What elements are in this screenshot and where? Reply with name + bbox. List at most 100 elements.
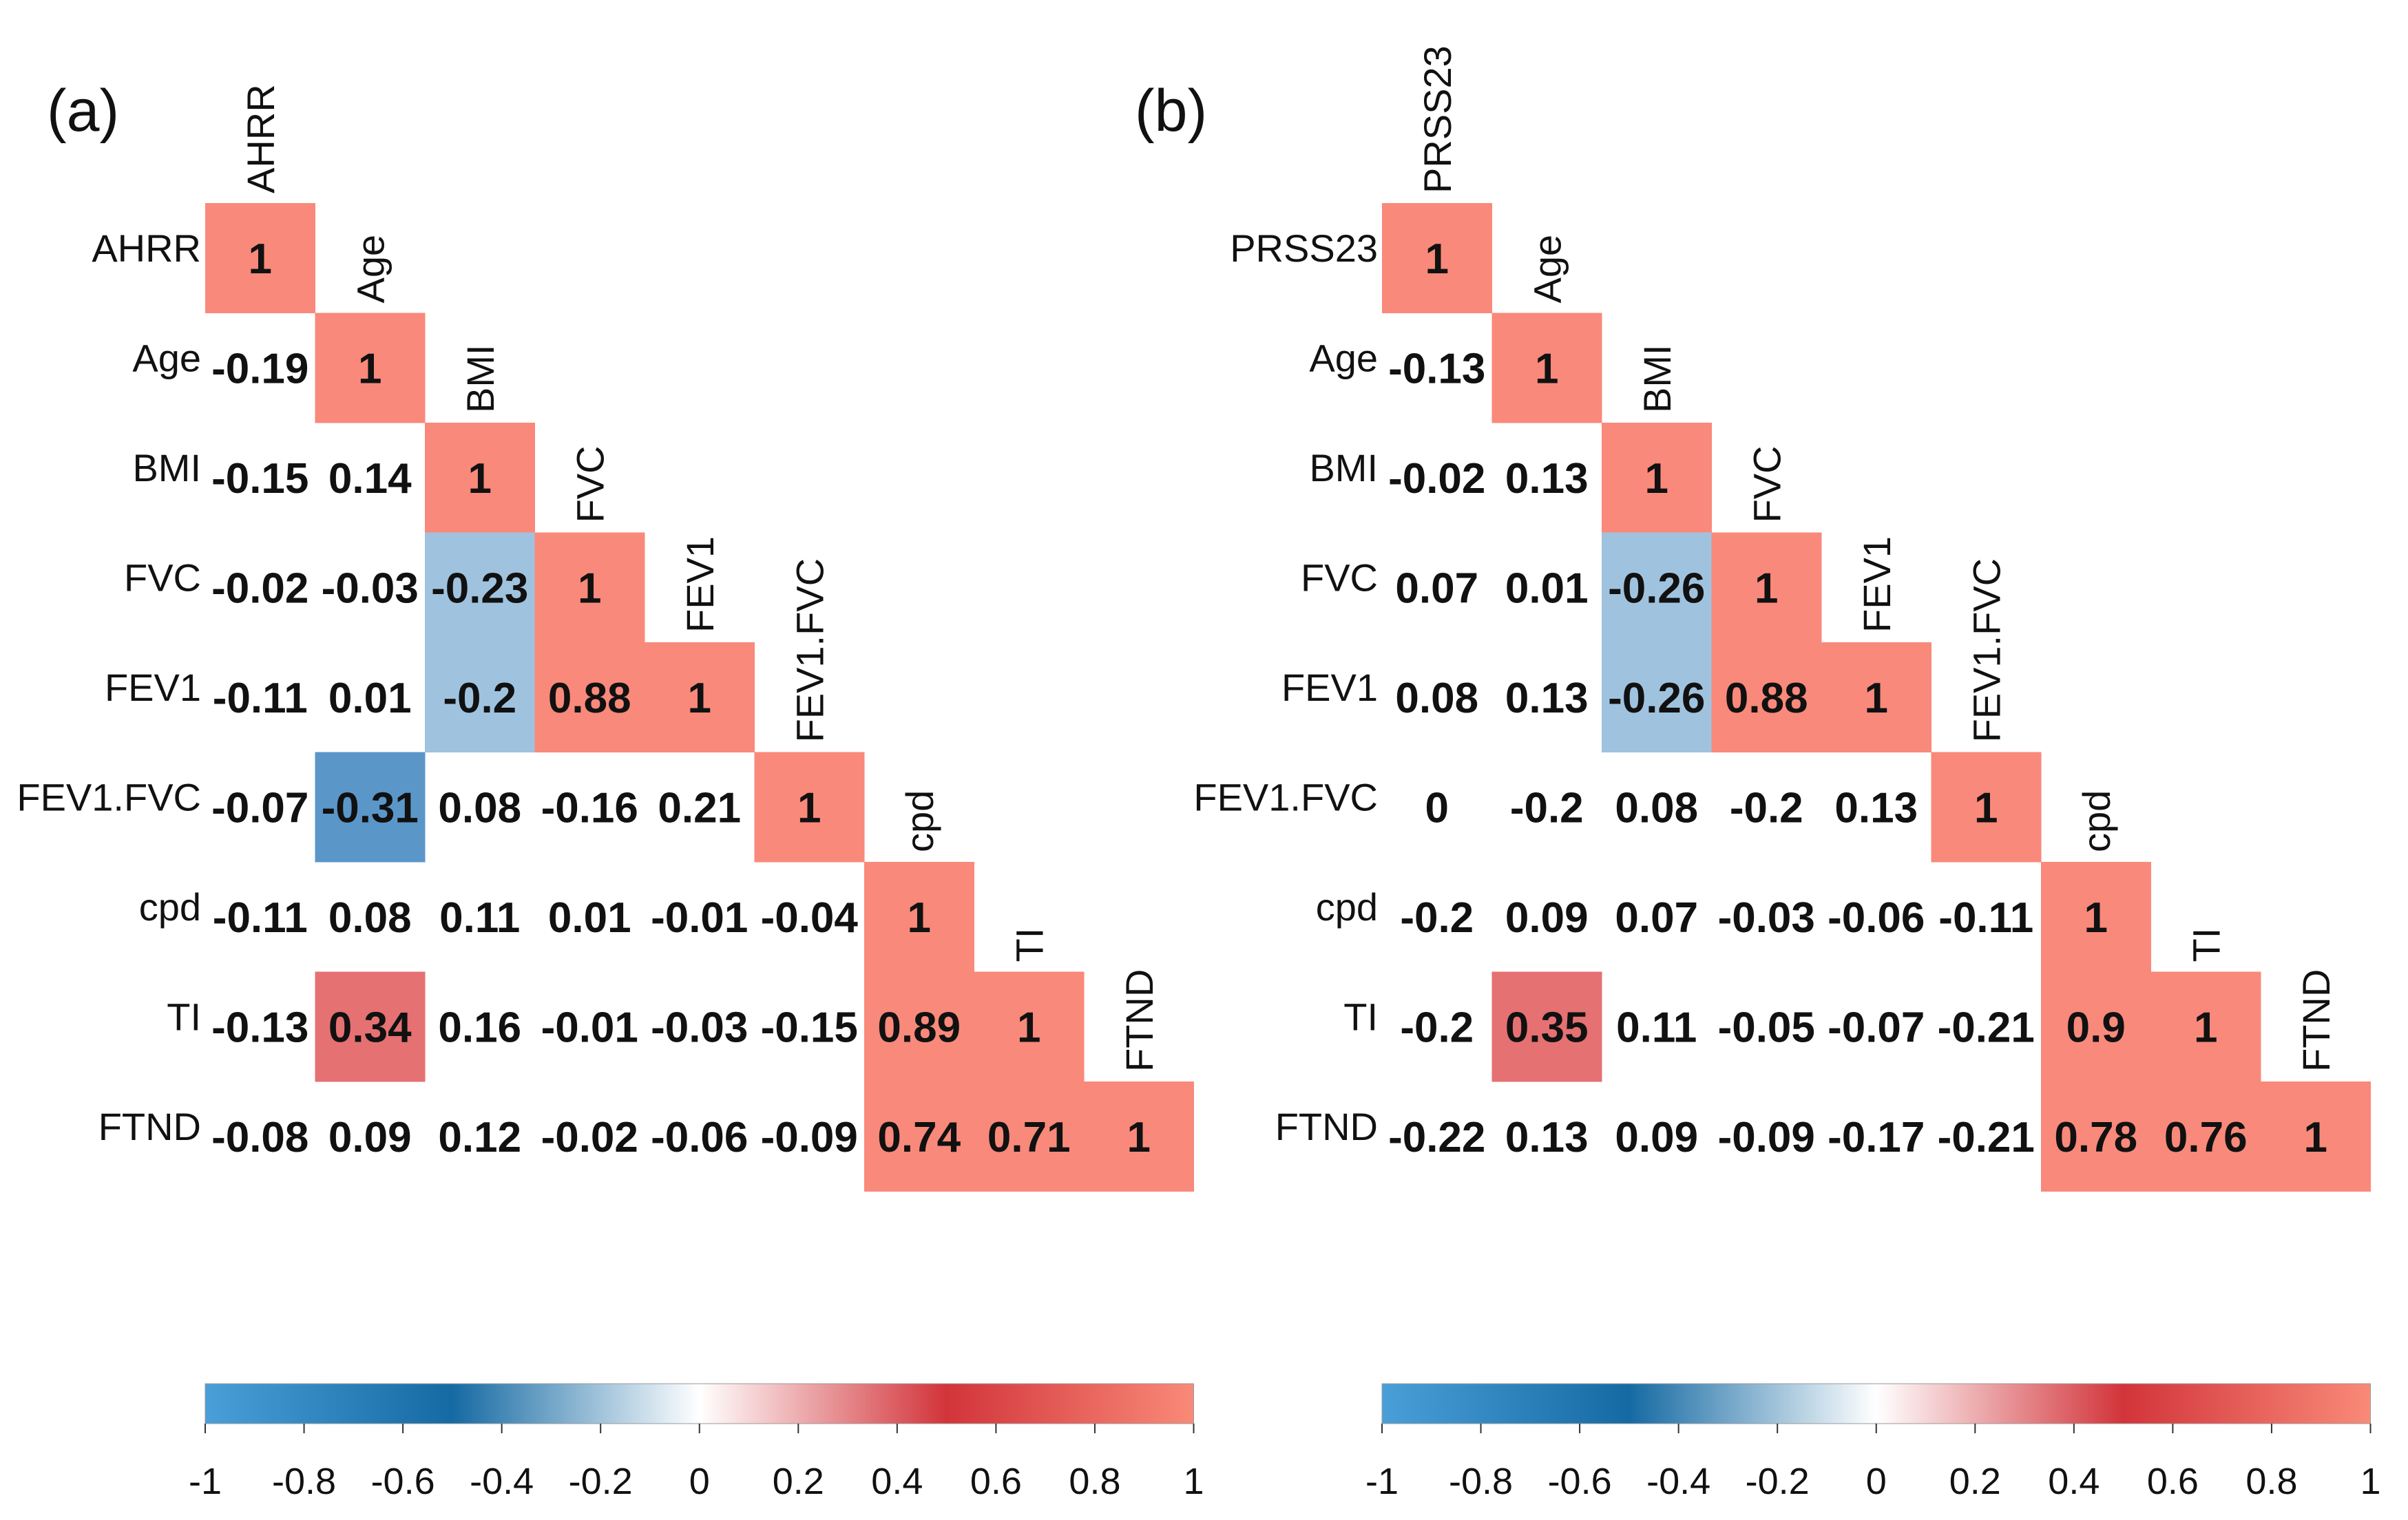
value-FTND-FVC: -0.09 (1718, 1114, 1815, 1161)
row-label-FVC: FVC (124, 556, 201, 599)
colorbar-tick-label: -0.4 (1646, 1461, 1710, 1502)
value-cpd-FEV1.FVC: -0.11 (1938, 894, 2033, 942)
col-label-FEV1.FVC: FEV1.FVC (1965, 558, 2008, 743)
value-FEV1.FVC-AHRR: -0.07 (211, 784, 308, 832)
value-FVC-FVC: 1 (578, 564, 601, 612)
value-FEV1.FVC-BMI: 0.08 (438, 784, 521, 832)
row-label-FTND: FTND (98, 1105, 201, 1148)
value-Age-Age: 1 (358, 345, 381, 392)
value-cpd-AHRR: -0.11 (213, 894, 308, 942)
value-BMI-BMI: 1 (1645, 455, 1668, 503)
value-TI-FEV1.FVC: -0.21 (1938, 1004, 2035, 1051)
panel-label: (b) (1135, 78, 1207, 144)
value-FTND-Age: 0.09 (328, 1114, 412, 1161)
cell-AHRR-AHRR (205, 203, 315, 313)
cell-FEV1-FEV1 (645, 642, 755, 752)
row-label-FEV1: FEV1 (105, 666, 201, 709)
value-BMI-Age: 0.13 (1505, 455, 1589, 503)
value-cpd-FVC: 0.01 (548, 894, 631, 942)
cell-FEV1-BMI (1602, 642, 1712, 752)
cell-FVC-FVC (534, 532, 645, 643)
row-label-Age: Age (1309, 336, 1378, 379)
colorbar (205, 1383, 1194, 1424)
value-FTND-FTND: 1 (2304, 1114, 2327, 1161)
colorbar-tick-label: -0.8 (272, 1461, 336, 1502)
value-FTND-BMI: 0.12 (438, 1114, 521, 1161)
row-label-FTND: FTND (1275, 1105, 1378, 1148)
colorbar-tick-label: -1 (1365, 1461, 1399, 1502)
value-FVC-BMI: -0.26 (1608, 564, 1705, 612)
value-TI-FEV1: -0.07 (1828, 1004, 1925, 1051)
value-TI-FEV1.FVC: -0.15 (761, 1004, 858, 1051)
value-FTND-PRSS23: -0.22 (1388, 1114, 1485, 1161)
value-FTND-AHRR: -0.08 (211, 1114, 308, 1161)
colorbar-tick-label: -0.6 (371, 1461, 435, 1502)
value-FVC-Age: -0.03 (322, 564, 419, 612)
cell-cpd-cpd (2041, 862, 2151, 972)
colorbar-tick-label: 0.4 (871, 1461, 923, 1502)
value-FEV1.FVC-FVC: -0.16 (541, 784, 638, 832)
value-TI-BMI: 0.11 (1616, 1004, 1697, 1051)
value-FTND-TI: 0.76 (2164, 1114, 2248, 1161)
cell-FEV1-FEV1 (1821, 642, 1931, 752)
value-FEV1-FEV1: 1 (1865, 675, 1888, 722)
value-PRSS23-PRSS23: 1 (1425, 235, 1449, 283)
row-label-FEV1: FEV1 (1281, 666, 1378, 709)
value-cpd-BMI: 0.11 (439, 894, 520, 942)
cell-FTND-TI (974, 1081, 1085, 1192)
value-FEV1.FVC-PRSS23: 0 (1425, 784, 1449, 832)
col-label-BMI: BMI (459, 344, 502, 413)
cell-FTND-FTND (1084, 1081, 1194, 1192)
value-FVC-FVC: 1 (1755, 564, 1778, 612)
cell-PRSS23-PRSS23 (1382, 203, 1492, 313)
colorbar (1381, 1383, 2371, 1424)
value-FTND-FTND: 1 (1127, 1114, 1151, 1161)
row-label-cpd: cpd (139, 885, 201, 929)
value-FVC-BMI: -0.23 (431, 564, 528, 612)
col-label-FEV1: FEV1 (1855, 536, 1898, 633)
value-FTND-FEV1: -0.17 (1828, 1114, 1925, 1161)
colorbar-tick-label: 1 (2360, 1461, 2380, 1502)
value-FEV1.FVC-FEV1.FVC: 1 (797, 784, 821, 832)
value-TI-FEV1: -0.03 (651, 1004, 748, 1051)
value-TI-Age: 0.35 (1505, 1004, 1589, 1051)
col-label-cpd: cpd (898, 790, 941, 852)
value-BMI-Age: 0.14 (328, 455, 412, 503)
col-label-AHRR: AHRR (239, 84, 282, 193)
cell-FEV1.FVC-FEV1.FVC (1931, 752, 2042, 863)
value-FTND-FVC: -0.02 (541, 1114, 638, 1161)
value-TI-AHRR: -0.13 (211, 1004, 308, 1051)
value-cpd-FVC: -0.03 (1718, 894, 1815, 942)
value-BMI-AHRR: -0.15 (211, 455, 308, 503)
col-label-FEV1.FVC: FEV1.FVC (788, 558, 831, 743)
panel-label: (a) (47, 78, 119, 144)
row-label-TI: TI (167, 995, 201, 1038)
value-cpd-cpd: 1 (2084, 894, 2108, 942)
row-label-BMI: BMI (1309, 446, 1378, 489)
cell-FEV1-BMI (425, 642, 535, 752)
value-Age-PRSS23: -0.13 (1388, 345, 1485, 392)
cell-BMI-BMI (1602, 423, 1712, 533)
value-FTND-FEV1.FVC: -0.09 (761, 1114, 858, 1161)
cell-Age-Age (315, 313, 426, 423)
col-label-FTND: FTND (2294, 969, 2338, 1072)
value-TI-PRSS23: -0.2 (1400, 1004, 1474, 1051)
colorbar-tick-label: -0.2 (569, 1461, 633, 1502)
cell-FVC-BMI (1602, 532, 1712, 643)
cell-FEV1-FVC (1711, 642, 1822, 752)
cell-FVC-BMI (425, 532, 535, 643)
colorbar-tick-label: 0.6 (970, 1461, 1022, 1502)
value-FEV1-FEV1: 1 (688, 675, 711, 722)
cell-FTND-cpd (864, 1081, 974, 1192)
value-FTND-TI: 0.71 (987, 1114, 1071, 1161)
value-BMI-BMI: 1 (468, 455, 492, 503)
value-FEV1.FVC-FEV1: 0.13 (1834, 784, 1918, 832)
value-TI-TI: 1 (1017, 1004, 1040, 1051)
value-FEV1-BMI: -0.26 (1608, 675, 1705, 722)
value-FTND-FEV1: -0.06 (651, 1114, 748, 1161)
cell-TI-TI (974, 971, 1085, 1082)
col-label-FVC: FVC (1745, 446, 1788, 523)
cell-TI-Age (315, 971, 426, 1082)
value-TI-TI: 1 (2194, 1004, 2217, 1051)
colorbar-tick-label: 0.2 (773, 1461, 824, 1502)
